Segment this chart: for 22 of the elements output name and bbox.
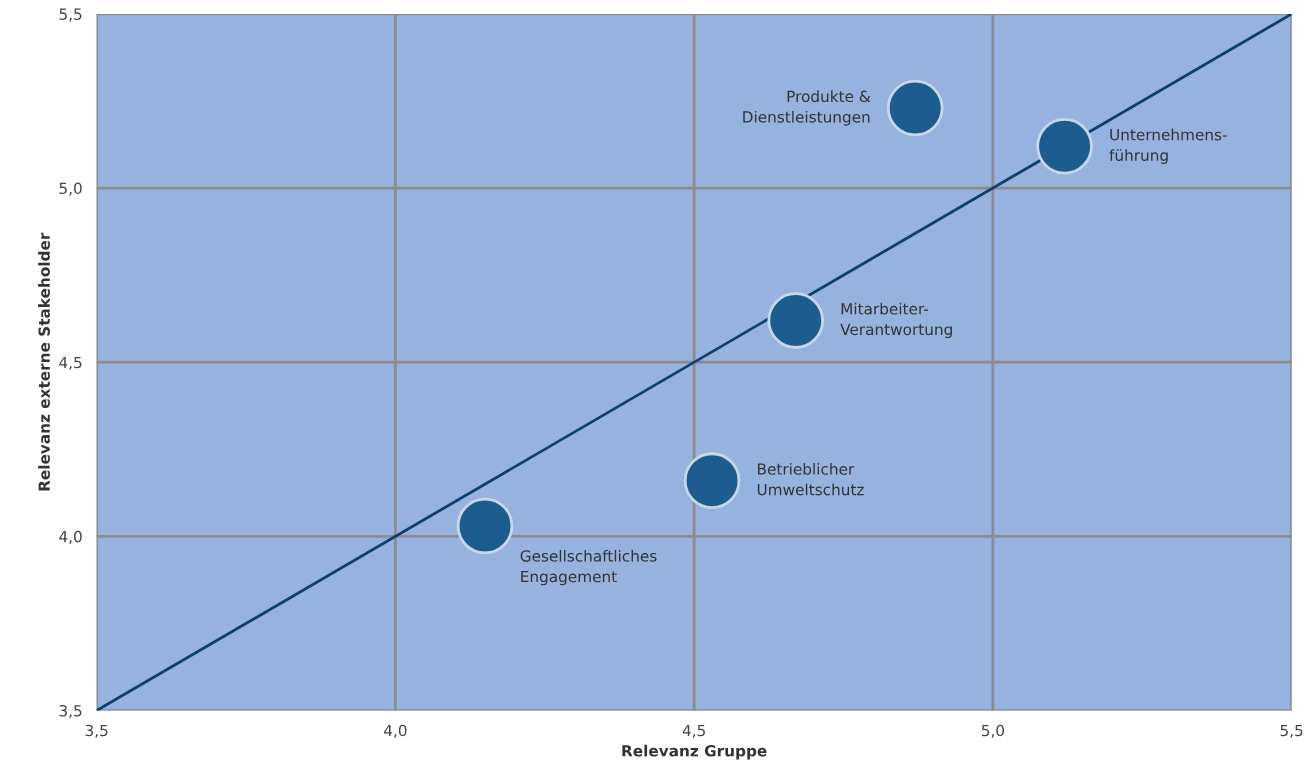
x-tick-label: 3,5 (85, 724, 108, 738)
x-tick-label: 4,0 (383, 724, 407, 738)
point (886, 79, 944, 137)
x-axis-title: Relevanz Gruppe (622, 744, 767, 760)
series-label: Produkte & Dienstleistungen (743, 90, 871, 126)
x-tick-label: 5,0 (981, 724, 1005, 738)
point (767, 292, 824, 349)
y-axis-title: Relevanz externe Stakeholder (38, 232, 50, 491)
point (683, 452, 741, 509)
point (1036, 118, 1093, 175)
x-tick-label: 4,5 (682, 724, 705, 738)
series-label: Betrieblicher Umweltschutz (757, 462, 864, 496)
series-label: Mitarbeiter- Verantwortung (840, 302, 952, 339)
y-tick-label: 5,0 (59, 182, 82, 196)
x-tick-label: 5,5 (1280, 724, 1303, 738)
y-tick-label: 5,5 (59, 8, 82, 22)
series-label: Gesellschaftliches Engagement (520, 549, 657, 586)
y-tick-label: 4,5 (59, 356, 82, 370)
point (456, 497, 514, 555)
series-label: Unternehmens- führung (1109, 128, 1227, 164)
y-tick-label: 4,0 (59, 530, 82, 544)
y-tick-label: 3,5 (59, 705, 82, 719)
